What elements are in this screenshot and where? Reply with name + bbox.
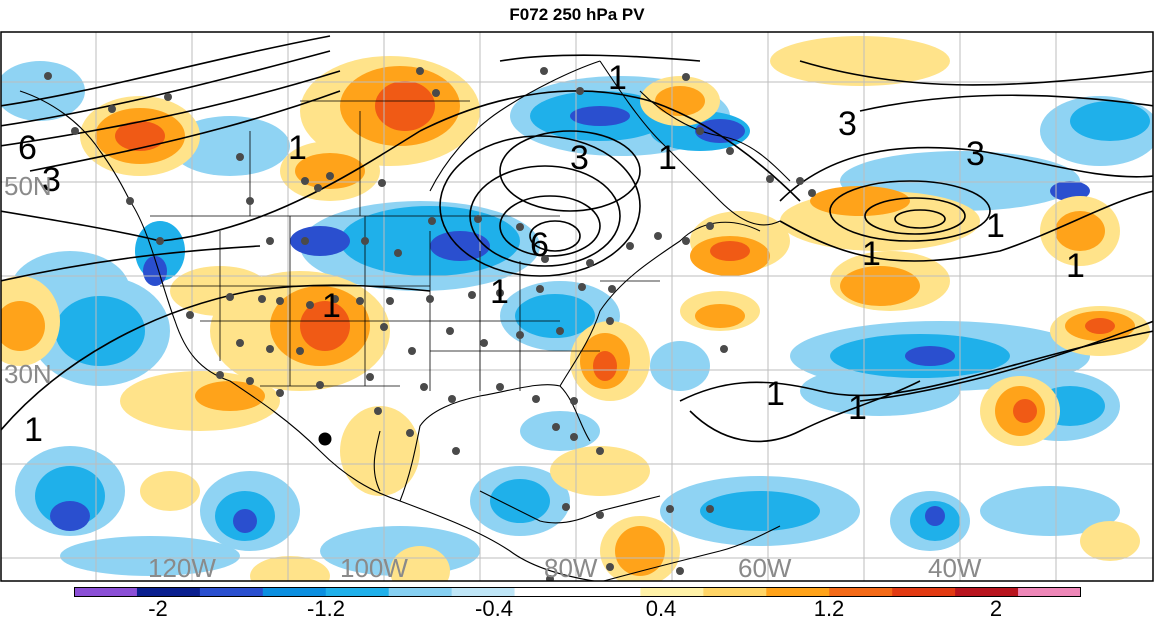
contour-label: 1 bbox=[1066, 247, 1085, 285]
colorbar-frame bbox=[74, 587, 1081, 597]
lon-label: 60W bbox=[738, 553, 792, 582]
colorbar-swatch bbox=[892, 587, 956, 597]
colorbar-swatch bbox=[136, 587, 201, 597]
lon-label: 100W bbox=[340, 553, 408, 582]
pv-contours bbox=[1, 35, 1153, 443]
colorbar-swatch bbox=[388, 587, 453, 597]
lat-label: 50N bbox=[4, 171, 52, 201]
colorbar-swatch bbox=[703, 587, 767, 597]
colorbar-swatch bbox=[514, 587, 578, 597]
contour-label: 1 bbox=[608, 59, 627, 97]
colorbar-label: -0.4 bbox=[475, 596, 513, 621]
colorbar-label: -2 bbox=[148, 596, 168, 621]
state-borders bbox=[150, 100, 660, 391]
colorbar-swatch bbox=[199, 587, 264, 597]
contour-labels: 6 3 1 1 3 1 6 1 1 1 3 3 1 1 1 1 1 bbox=[18, 59, 1085, 449]
contour-label: 6 bbox=[530, 226, 549, 264]
colorbar-swatch bbox=[1018, 587, 1081, 597]
coastlines bbox=[19, 60, 791, 581]
colorbar-swatch bbox=[325, 587, 390, 597]
contour-label: 1 bbox=[322, 287, 341, 325]
contour-label: 1 bbox=[848, 389, 867, 427]
colorbar-swatch bbox=[829, 587, 893, 597]
colorbar-swatch bbox=[577, 587, 641, 597]
colorbar-swatch bbox=[766, 587, 830, 597]
colorbar-swatch bbox=[451, 587, 516, 597]
contour-label: 3 bbox=[42, 161, 61, 199]
contour-label: 3 bbox=[838, 105, 857, 143]
contour-label: 3 bbox=[570, 139, 589, 177]
colorbar-swatch bbox=[262, 587, 327, 597]
colorbar-label: 2 bbox=[989, 596, 1003, 621]
contour-label: 3 bbox=[966, 135, 985, 173]
contour-label: 6 bbox=[18, 129, 37, 167]
contour-label: 1 bbox=[986, 207, 1005, 245]
colorbar-swatch bbox=[74, 587, 138, 597]
axis-labels: 50N 30N 120W 100W 80W 60W 40W bbox=[4, 171, 982, 582]
colorbar-label: 1.2 bbox=[813, 596, 845, 621]
contour-label: 1 bbox=[766, 375, 785, 413]
colorbar bbox=[74, 587, 1081, 597]
lon-label: 40W bbox=[928, 553, 982, 582]
pv-map: 6 3 1 1 3 1 6 1 1 1 3 3 1 1 1 1 1 50N 30… bbox=[0, 31, 1154, 582]
lon-label: 120W bbox=[148, 553, 216, 582]
contour-label: 1 bbox=[288, 129, 307, 167]
lon-label: 80W bbox=[544, 553, 598, 582]
contour-label: 1 bbox=[24, 411, 43, 449]
contour-label: 1 bbox=[490, 273, 509, 311]
colorbar-label: -1.2 bbox=[307, 596, 345, 621]
radiosonde-stations bbox=[44, 67, 816, 581]
map-title: F072 250 hPa PV bbox=[509, 5, 645, 24]
colorbar-label: 0.4 bbox=[645, 596, 677, 621]
map-frame bbox=[0, 31, 1154, 582]
contour-label: 1 bbox=[862, 235, 881, 273]
contour-label: 1 bbox=[658, 139, 677, 177]
colorbar-swatch bbox=[955, 587, 1019, 597]
lat-label: 30N bbox=[4, 359, 52, 389]
colorbar-swatch bbox=[640, 587, 704, 597]
